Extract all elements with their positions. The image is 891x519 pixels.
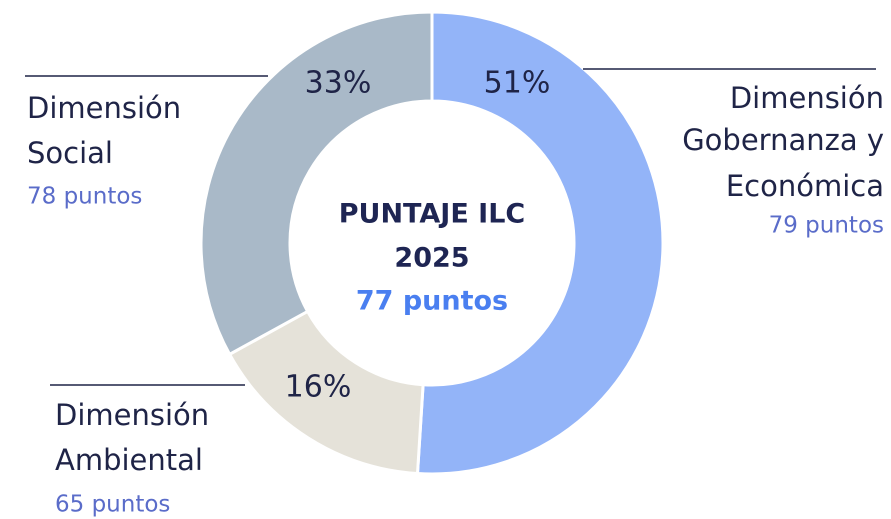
category-label: Ambiental [55, 443, 203, 477]
category-label: Social [27, 136, 113, 170]
score-label: 78 puntos [27, 184, 142, 210]
category-label: Dimensión [27, 91, 181, 125]
percent-label: 51% [484, 66, 551, 101]
category-label: Dimensión [730, 81, 884, 115]
category-label: Dimensión [55, 398, 209, 432]
donut-segment [199, 10, 434, 357]
score-label: 65 puntos [55, 492, 170, 518]
center-title: PUNTAJE ILC [339, 199, 525, 230]
center-title: 2025 [394, 243, 469, 274]
category-label: Económica [726, 169, 884, 203]
percent-label: 33% [305, 66, 372, 101]
percent-label: 16% [285, 370, 352, 405]
donut-segment [415, 10, 665, 476]
score-label: 79 puntos [769, 213, 884, 239]
category-label: Gobernanza y [682, 123, 884, 157]
center-value: 77 puntos [356, 286, 508, 317]
